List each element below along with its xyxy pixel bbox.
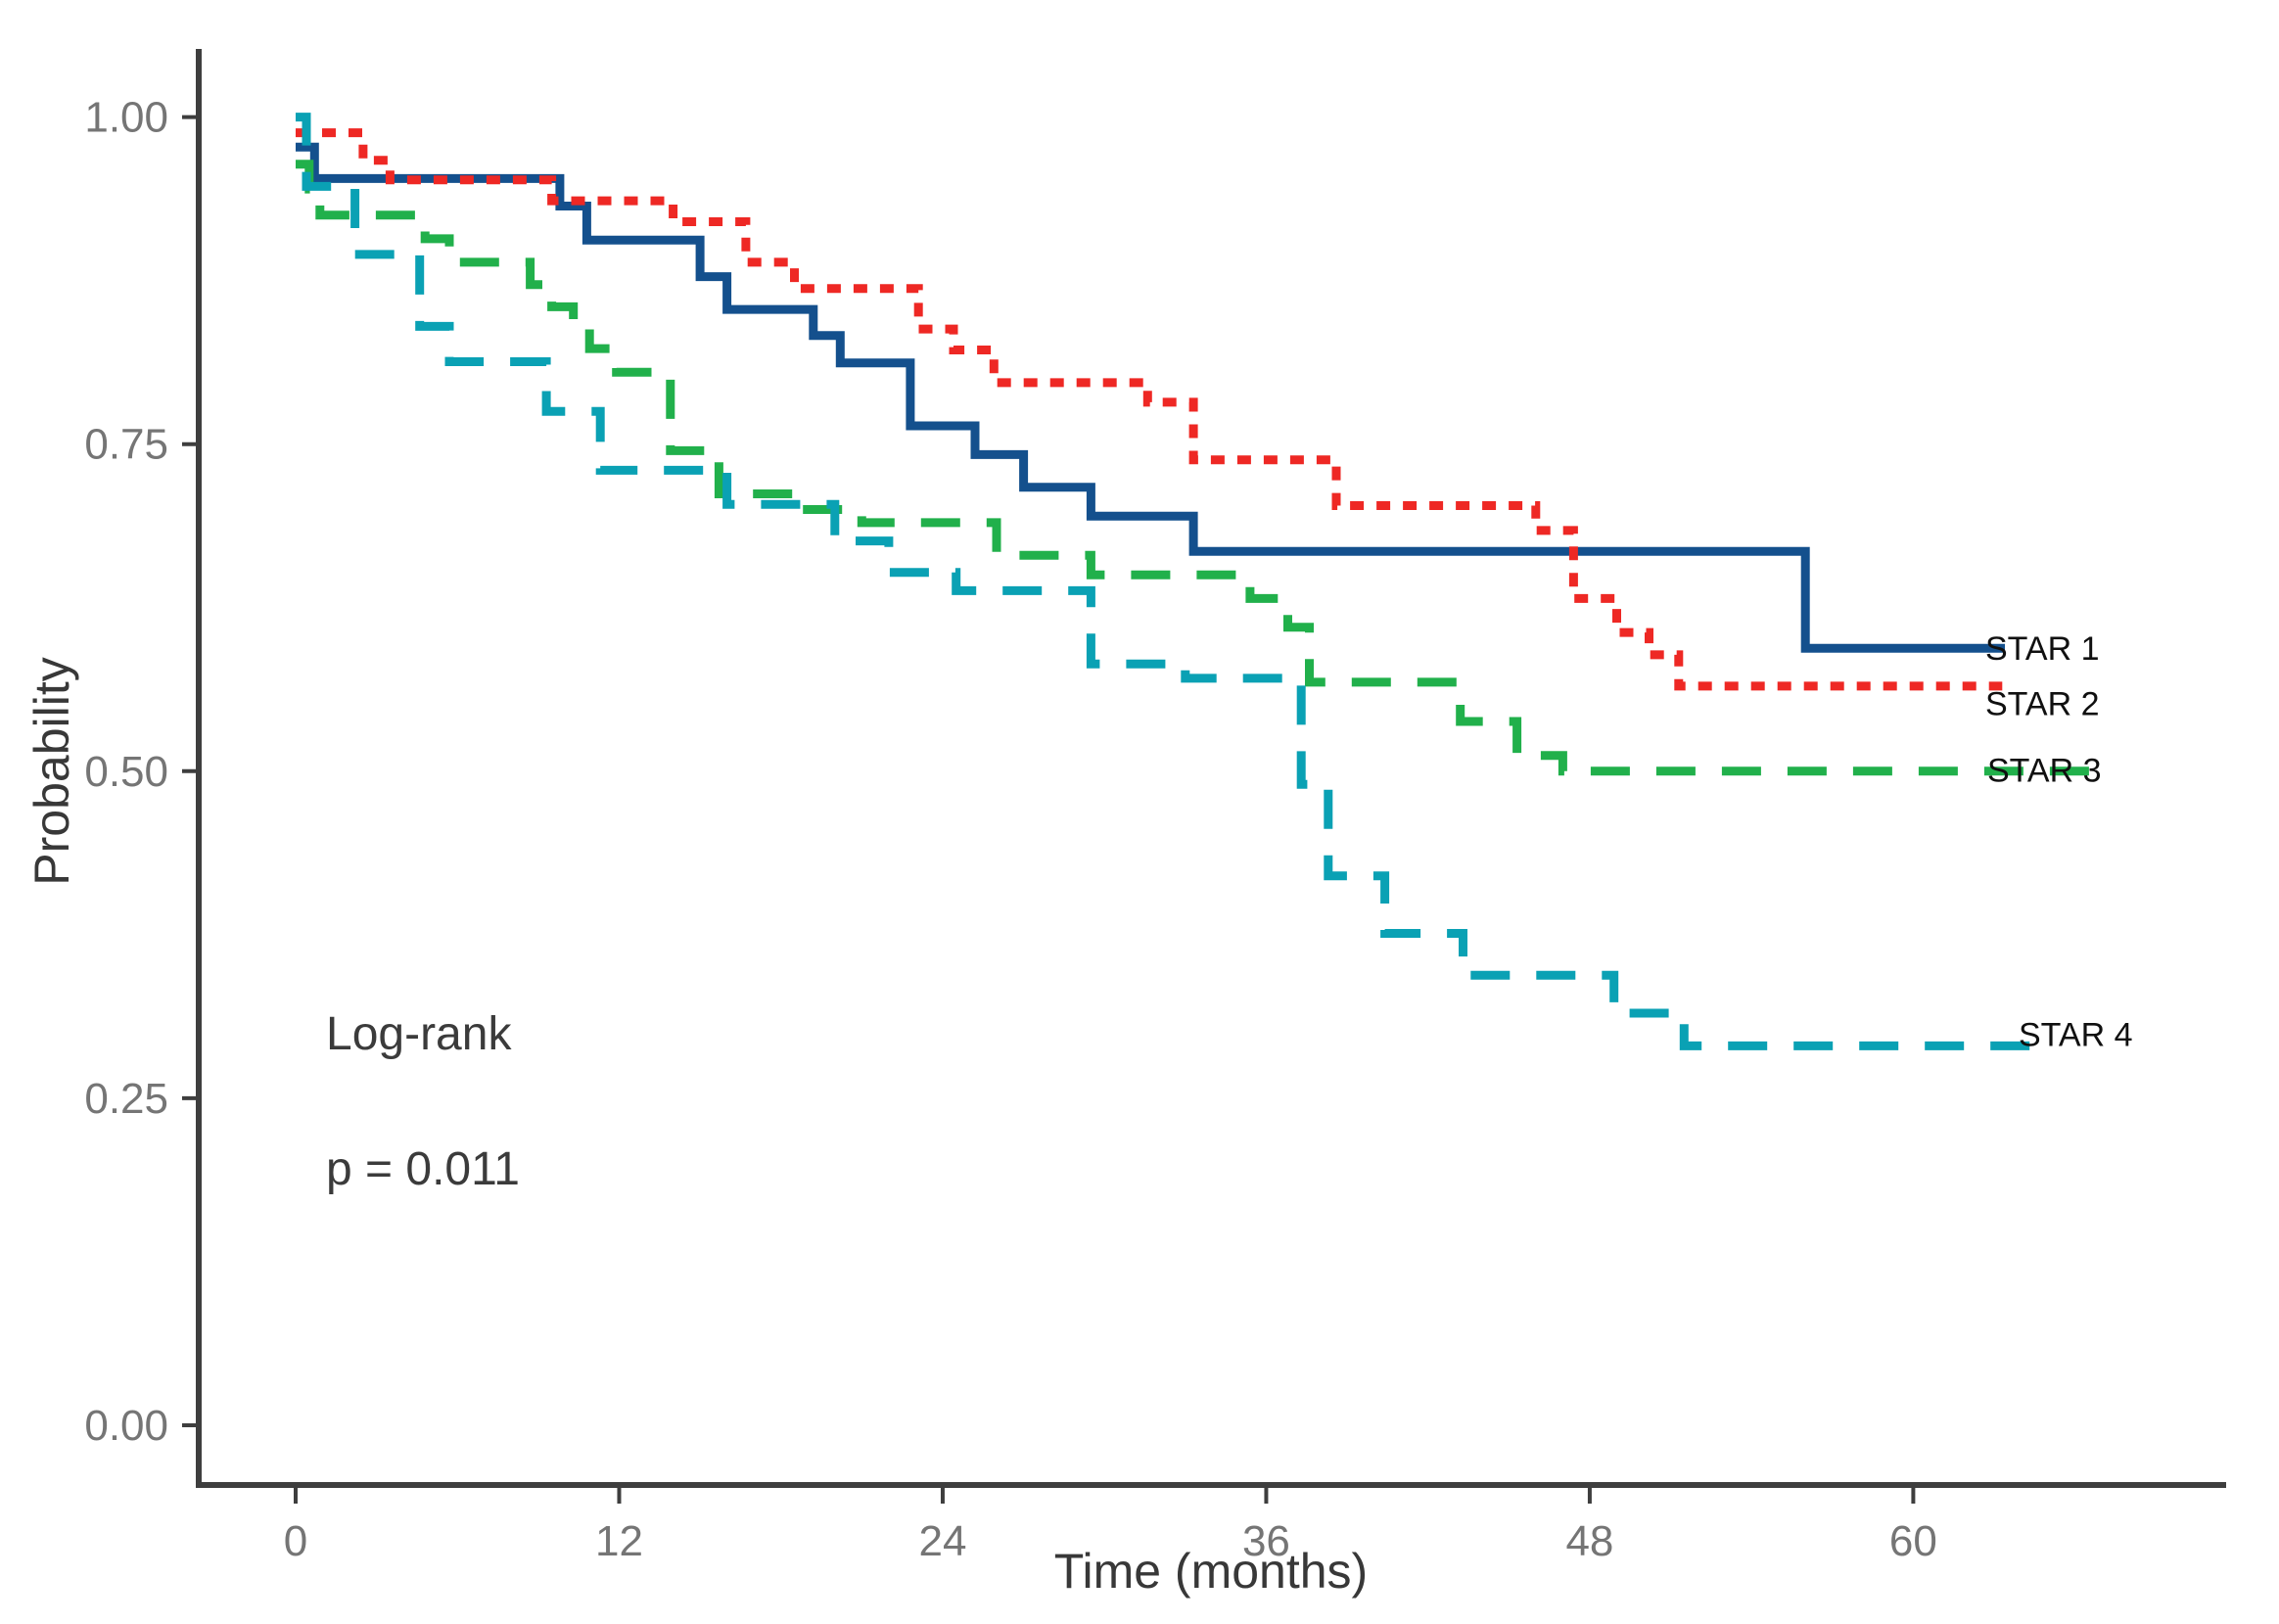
y-axis-title: Probability [24, 657, 79, 885]
x-axis-title: Time (months) [1054, 1544, 1368, 1599]
y-tick-label: 0.75 [84, 421, 168, 469]
y-tick-label: 0.00 [84, 1402, 168, 1450]
axes: 0 12 24 36 48 60 0.00 0.25 0.50 0.75 1.00 [84, 49, 2226, 1565]
x-tick-label: 60 [1889, 1517, 1937, 1565]
series-label-star-3: STAR 3 [1987, 752, 2102, 789]
curve-star-3 [296, 160, 2097, 776]
curve-star-2 [296, 128, 2003, 691]
x-tick-label: 36 [1242, 1517, 1290, 1565]
curve-star-1 [296, 142, 2005, 653]
x-tick-label: 12 [595, 1517, 643, 1565]
series-label-star-1: STAR 1 [1985, 630, 2100, 668]
survival-curves [296, 113, 2097, 1050]
series-label-star-2: STAR 2 [1985, 685, 2100, 722]
y-tick-label: 0.25 [84, 1075, 168, 1123]
curve-star-4 [296, 113, 2049, 1050]
logrank-label: Log-rank [326, 1008, 512, 1060]
series-label-star-4: STAR 4 [2019, 1016, 2133, 1053]
y-tick-label: 1.00 [84, 94, 168, 142]
pvalue-label: p = 0.011 [326, 1143, 520, 1195]
series-labels: STAR 1 STAR 2 STAR 3 STAR 4 [1985, 630, 2133, 1053]
x-tick-label: 24 [918, 1517, 966, 1565]
x-tick-label: 0 [284, 1517, 307, 1565]
y-tick-label: 0.50 [84, 748, 168, 796]
x-tick-label: 48 [1565, 1517, 1613, 1565]
